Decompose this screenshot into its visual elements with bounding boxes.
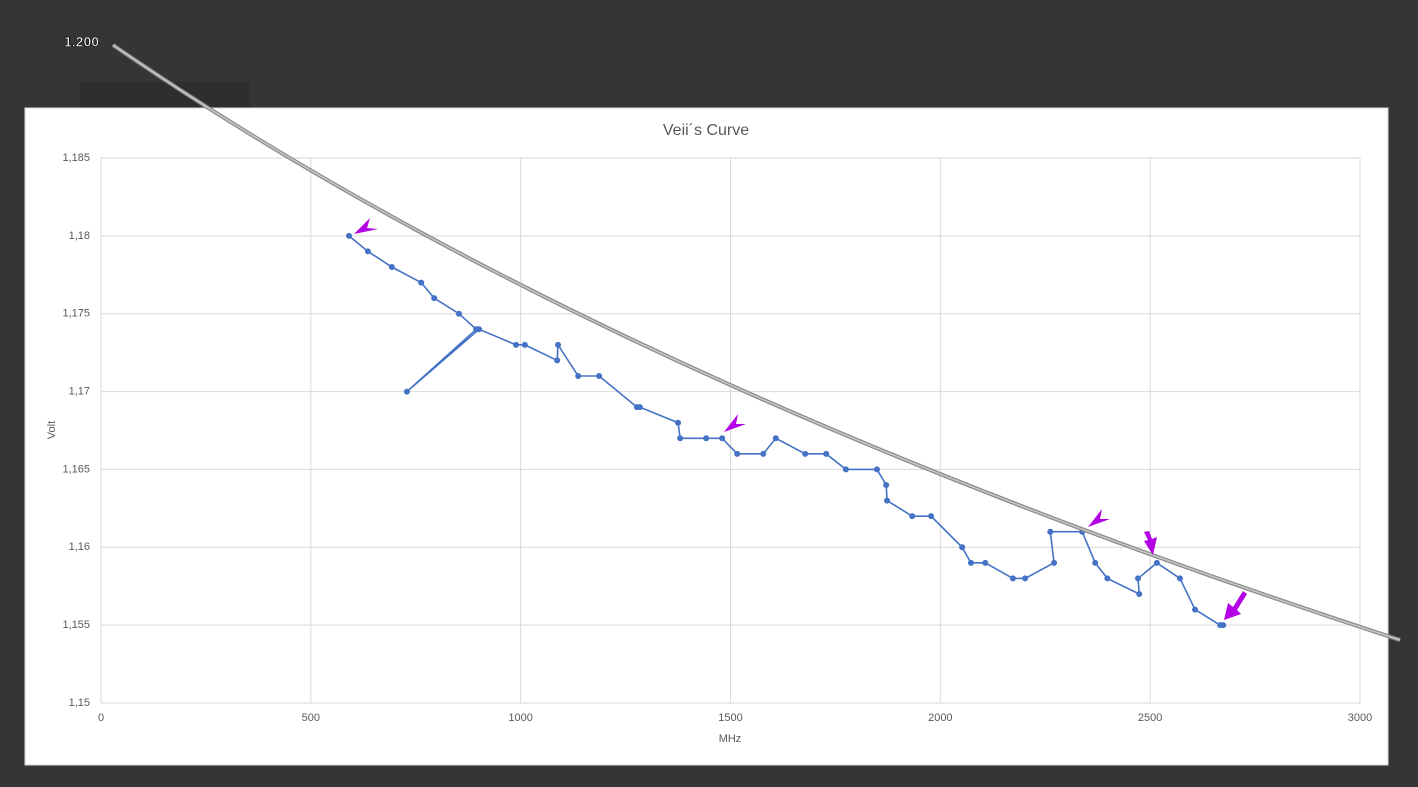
arrow xyxy=(724,414,746,432)
x-tick-label: 500 xyxy=(302,712,320,724)
data-point xyxy=(1047,528,1054,535)
data-point xyxy=(1136,591,1143,597)
data-point xyxy=(760,450,767,457)
data-point xyxy=(959,544,966,551)
arrow xyxy=(1224,591,1247,620)
data-point xyxy=(734,450,741,457)
data-point xyxy=(476,326,483,333)
data-point xyxy=(431,295,438,302)
x-axis-label: MHz xyxy=(719,733,742,745)
y-axis-label: Volt xyxy=(46,421,58,439)
background-shape xyxy=(80,82,250,110)
y-tick-label: 1,155 xyxy=(62,619,90,631)
y-tick-label: 1,15 xyxy=(69,697,90,709)
data-point xyxy=(1134,575,1141,582)
data-point xyxy=(388,264,395,270)
data-point xyxy=(403,388,410,395)
y-tick-label: 1,16 xyxy=(69,541,90,553)
data-point xyxy=(1051,559,1058,566)
reference-curve-highlight xyxy=(112,44,1401,641)
data-point xyxy=(675,419,682,426)
data-point xyxy=(521,341,528,348)
y-tick-label: 1,18 xyxy=(69,230,90,242)
data-point xyxy=(677,435,684,442)
data-point xyxy=(346,232,353,239)
annotation-label: 1.200 xyxy=(64,34,99,50)
chart-title: Veii´s Curve xyxy=(663,122,749,139)
data-point xyxy=(1153,559,1160,566)
data-point xyxy=(823,450,830,457)
data-point xyxy=(1104,575,1111,582)
arrow xyxy=(1144,531,1157,555)
data-point xyxy=(873,466,880,473)
data-point xyxy=(802,450,809,457)
data-point xyxy=(636,404,643,411)
data-point xyxy=(842,466,849,473)
data-point xyxy=(455,310,462,317)
x-tick-label: 2500 xyxy=(1138,712,1162,724)
data-point xyxy=(703,435,710,442)
data-point xyxy=(883,482,890,488)
data-point xyxy=(1220,622,1227,629)
y-tick-label: 1,17 xyxy=(69,385,90,397)
x-tick-label: 1000 xyxy=(508,712,532,724)
data-point xyxy=(554,357,561,364)
data-point xyxy=(513,341,520,348)
data-point xyxy=(928,513,935,520)
data-point xyxy=(719,435,726,442)
arrows xyxy=(354,218,1247,620)
data-point xyxy=(884,497,891,504)
data-point xyxy=(418,279,425,286)
data-point xyxy=(1092,559,1099,566)
data-point xyxy=(1192,606,1199,613)
data-point xyxy=(575,373,582,379)
data-point xyxy=(1022,575,1029,582)
y-tick-label: 1,165 xyxy=(62,463,90,475)
data-point xyxy=(772,435,779,442)
arrow xyxy=(354,218,378,234)
data-point xyxy=(1009,575,1016,582)
y-tick-label: 1,185 xyxy=(62,152,90,164)
x-tick-label: 3000 xyxy=(1348,712,1372,724)
data-point xyxy=(909,513,916,520)
x-tick-label: 1500 xyxy=(718,712,742,724)
data-point xyxy=(596,373,603,379)
x-tick-label: 2000 xyxy=(928,712,952,724)
arrow xyxy=(1088,509,1110,527)
y-tick-label: 1,175 xyxy=(62,308,90,320)
data-point xyxy=(1176,575,1183,582)
data-point xyxy=(555,341,562,348)
data-point xyxy=(364,248,371,255)
data-point xyxy=(967,559,974,566)
data-point xyxy=(982,559,989,566)
x-tick-label: 0 xyxy=(98,712,104,724)
